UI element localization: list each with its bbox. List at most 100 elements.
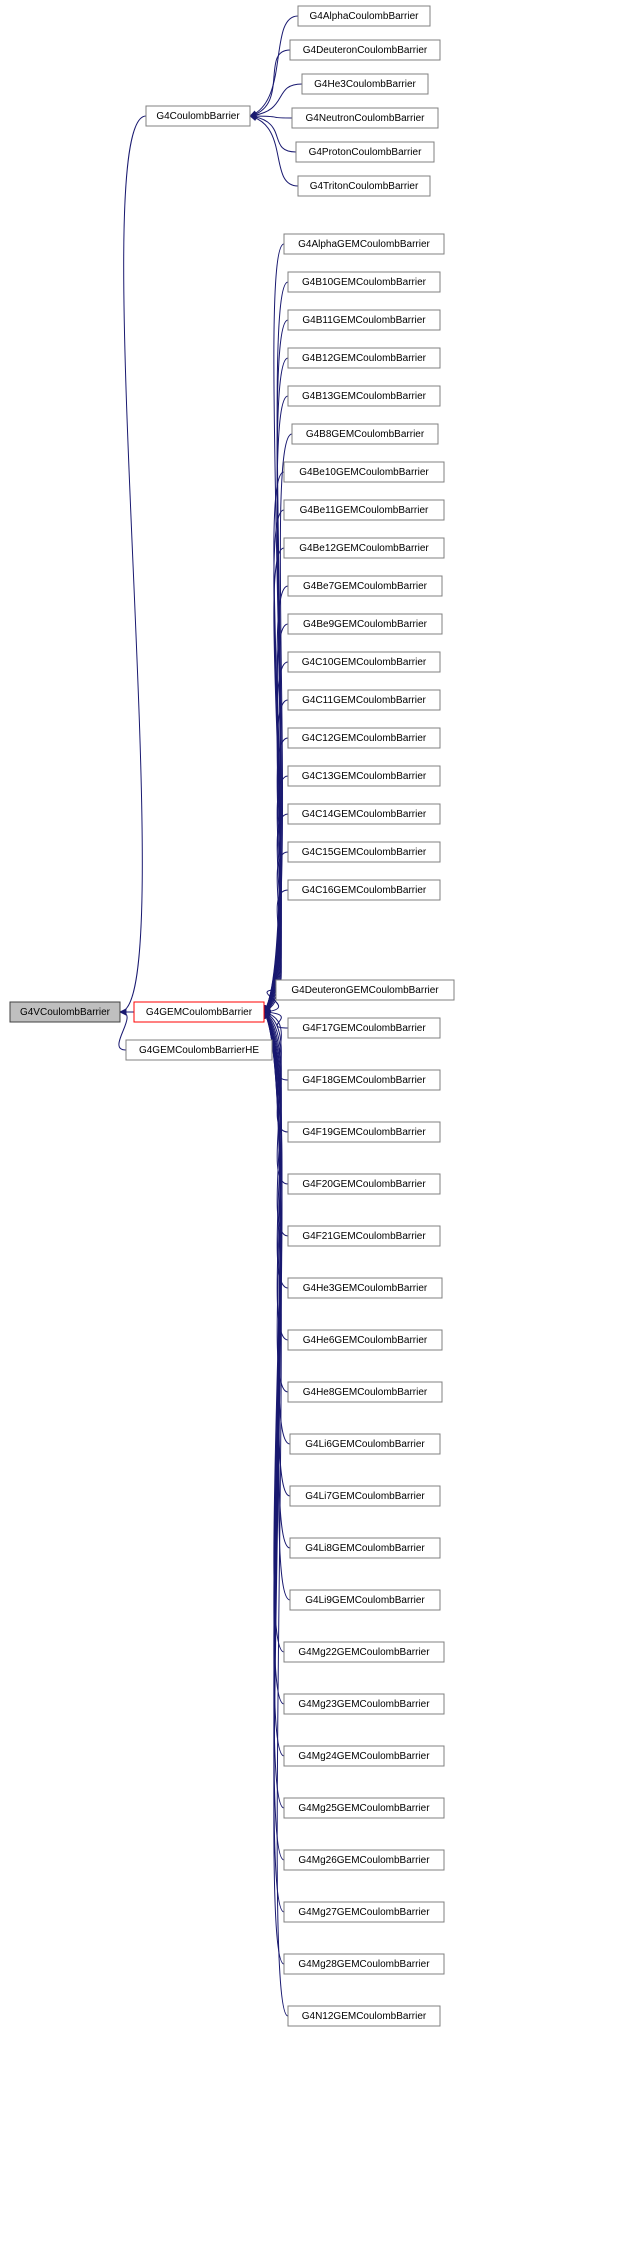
leaf-node[interactable]: G4Be11GEMCoulombBarrier [284,500,444,520]
node-label: G4B13GEMCoulombBarrier [302,391,427,402]
node-label: G4GEMCoulombBarrier [146,1007,253,1018]
node-label: G4He8GEMCoulombBarrier [303,1387,428,1398]
node-label: G4Be12GEMCoulombBarrier [299,543,429,554]
leaf-node[interactable]: G4B12GEMCoulombBarrier [288,348,440,368]
leaf-node[interactable]: G4F18GEMCoulombBarrier [288,1070,440,1090]
node-label: G4Mg27GEMCoulombBarrier [298,1907,430,1918]
node-label: G4F21GEMCoulombBarrier [302,1231,426,1242]
leaf-node[interactable]: G4Mg23GEMCoulombBarrier [284,1694,444,1714]
leaf-node[interactable]: G4Li7GEMCoulombBarrier [290,1486,440,1506]
mid-node[interactable]: G4GEMCoulombBarrier [134,1002,264,1022]
leaf-node[interactable]: G4Be10GEMCoulombBarrier [284,462,444,482]
node-label: G4Be11GEMCoulombBarrier [300,505,429,516]
node-label: G4He3CoulombBarrier [314,79,416,90]
node-label: G4C14GEMCoulombBarrier [302,809,427,820]
node-label: G4AlphaGEMCoulombBarrier [298,239,430,250]
leaf-node[interactable]: G4AlphaGEMCoulombBarrier [284,234,444,254]
node-label: G4C12GEMCoulombBarrier [302,733,427,744]
node-label: G4Mg28GEMCoulombBarrier [298,1959,430,1970]
leaf-node[interactable]: G4C11GEMCoulombBarrier [288,690,440,710]
node-label: G4F20GEMCoulombBarrier [302,1179,426,1190]
node-label: G4C16GEMCoulombBarrier [302,885,427,896]
mid-node[interactable]: G4CoulombBarrier [146,106,250,126]
leaf-node[interactable]: G4Be9GEMCoulombBarrier [288,614,442,634]
node-label: G4DeuteronCoulombBarrier [303,45,428,56]
node-label: G4B10GEMCoulombBarrier [302,277,427,288]
node-label: G4Li9GEMCoulombBarrier [305,1595,425,1606]
leaf-node[interactable]: G4C14GEMCoulombBarrier [288,804,440,824]
leaf-node[interactable]: G4He6GEMCoulombBarrier [288,1330,442,1350]
leaf-node[interactable]: G4C12GEMCoulombBarrier [288,728,440,748]
node-label: G4C13GEMCoulombBarrier [302,771,427,782]
leaf-node[interactable]: G4Li6GEMCoulombBarrier [290,1434,440,1454]
node-label: G4TritonCoulombBarrier [310,181,419,192]
leaf-node[interactable]: G4Li9GEMCoulombBarrier [290,1590,440,1610]
nodes: G4VCoulombBarrier G4CoulombBarrier G4GEMCo… [10,6,454,2026]
node-label: G4B12GEMCoulombBarrier [302,353,427,364]
node-label: G4Mg22GEMCoulombBarrier [298,1647,430,1658]
leaf-node[interactable]: G4Mg22GEMCoulombBarrier [284,1642,444,1662]
leaf-node[interactable]: G4C16GEMCoulombBarrier [288,880,440,900]
root-node[interactable]: G4VCoulombBarrier [10,1002,120,1022]
node-label: G4Mg26GEMCoulombBarrier [298,1855,430,1866]
leaf-node[interactable]: G4C10GEMCoulombBarrier [288,652,440,672]
leaf-node[interactable]: G4Mg28GEMCoulombBarrier [284,1954,444,1974]
node-label: G4F19GEMCoulombBarrier [302,1127,426,1138]
leaf-node[interactable]: G4AlphaCoulombBarrier [298,6,430,26]
node-label: G4ProtonCoulombBarrier [309,147,422,158]
leaf-node[interactable]: G4Mg26GEMCoulombBarrier [284,1850,444,1870]
node-label: G4Be7GEMCoulombBarrier [303,581,428,592]
leaf-node[interactable]: G4C15GEMCoulombBarrier [288,842,440,862]
leaf-node[interactable]: G4F19GEMCoulombBarrier [288,1122,440,1142]
node-label: G4Mg23GEMCoulombBarrier [298,1699,430,1710]
leaf-node[interactable]: G4C13GEMCoulombBarrier [288,766,440,786]
node-label: G4NeutronCoulombBarrier [306,113,426,124]
node-label: G4B11GEMCoulombBarrier [302,315,426,326]
leaf-node[interactable]: G4DeuteronCoulombBarrier [290,40,440,60]
leaf-node[interactable]: G4B11GEMCoulombBarrier [288,310,440,330]
node-label: G4Li6GEMCoulombBarrier [305,1439,425,1450]
leaf-node[interactable]: G4F17GEMCoulombBarrier [288,1018,440,1038]
leaf-node[interactable]: G4He3GEMCoulombBarrier [288,1278,442,1298]
node-label: G4He6GEMCoulombBarrier [303,1335,428,1346]
node-label: G4C10GEMCoulombBarrier [302,657,427,668]
leaf-node[interactable]: G4Mg27GEMCoulombBarrier [284,1902,444,1922]
node-label: G4Li8GEMCoulombBarrier [305,1543,425,1554]
inheritance-graph: G4VCoulombBarrier G4CoulombBarrier G4GEMCo… [0,0,632,2267]
node-label: G4Be10GEMCoulombBarrier [299,467,429,478]
node-label: G4Be9GEMCoulombBarrier [303,619,428,630]
leaf-node[interactable]: G4Be7GEMCoulombBarrier [288,576,442,596]
node-label: G4Mg25GEMCoulombBarrier [298,1803,430,1814]
node-label: G4B8GEMCoulombBarrier [306,429,425,440]
leaf-node[interactable]: G4NeutronCoulombBarrier [292,108,438,128]
node-label: G4VCoulombBarrier [20,1007,111,1018]
node-label: G4He3GEMCoulombBarrier [303,1283,428,1294]
node-label: G4GEMCoulombBarrierHE [139,1045,259,1056]
node-label: G4Li7GEMCoulombBarrier [305,1491,425,1502]
leaf-node[interactable]: G4Mg24GEMCoulombBarrier [284,1746,444,1766]
node-label: G4F18GEMCoulombBarrier [302,1075,426,1086]
node-label: G4DeuteronGEMCoulombBarrier [291,985,439,996]
leaf-node[interactable]: G4B10GEMCoulombBarrier [288,272,440,292]
leaf-node[interactable]: G4Li8GEMCoulombBarrier [290,1538,440,1558]
leaf-node[interactable]: G4B13GEMCoulombBarrier [288,386,440,406]
node-label: G4Mg24GEMCoulombBarrier [298,1751,430,1762]
leaf-node[interactable]: G4N12GEMCoulombBarrier [288,2006,440,2026]
mid-node[interactable]: G4GEMCoulombBarrierHE [126,1040,272,1060]
leaf-node[interactable]: G4He3CoulombBarrier [302,74,428,94]
leaf-node[interactable]: G4F20GEMCoulombBarrier [288,1174,440,1194]
leaf-node[interactable]: G4ProtonCoulombBarrier [296,142,434,162]
leaf-node[interactable]: G4F21GEMCoulombBarrier [288,1226,440,1246]
node-label: G4F17GEMCoulombBarrier [302,1023,426,1034]
leaf-node[interactable]: G4Be12GEMCoulombBarrier [284,538,444,558]
leaf-node[interactable]: G4DeuteronGEMCoulombBarrier [276,980,454,1000]
leaf-node[interactable]: G4B8GEMCoulombBarrier [292,424,438,444]
leaf-node[interactable]: G4He8GEMCoulombBarrier [288,1382,442,1402]
leaf-node[interactable]: G4Mg25GEMCoulombBarrier [284,1798,444,1818]
node-label: G4C15GEMCoulombBarrier [302,847,427,858]
leaf-node[interactable]: G4TritonCoulombBarrier [298,176,430,196]
node-label: G4AlphaCoulombBarrier [310,11,420,22]
node-label: G4CoulombBarrier [156,111,240,122]
node-label: G4N12GEMCoulombBarrier [302,2011,427,2022]
node-label: G4C11GEMCoulombBarrier [302,695,426,706]
